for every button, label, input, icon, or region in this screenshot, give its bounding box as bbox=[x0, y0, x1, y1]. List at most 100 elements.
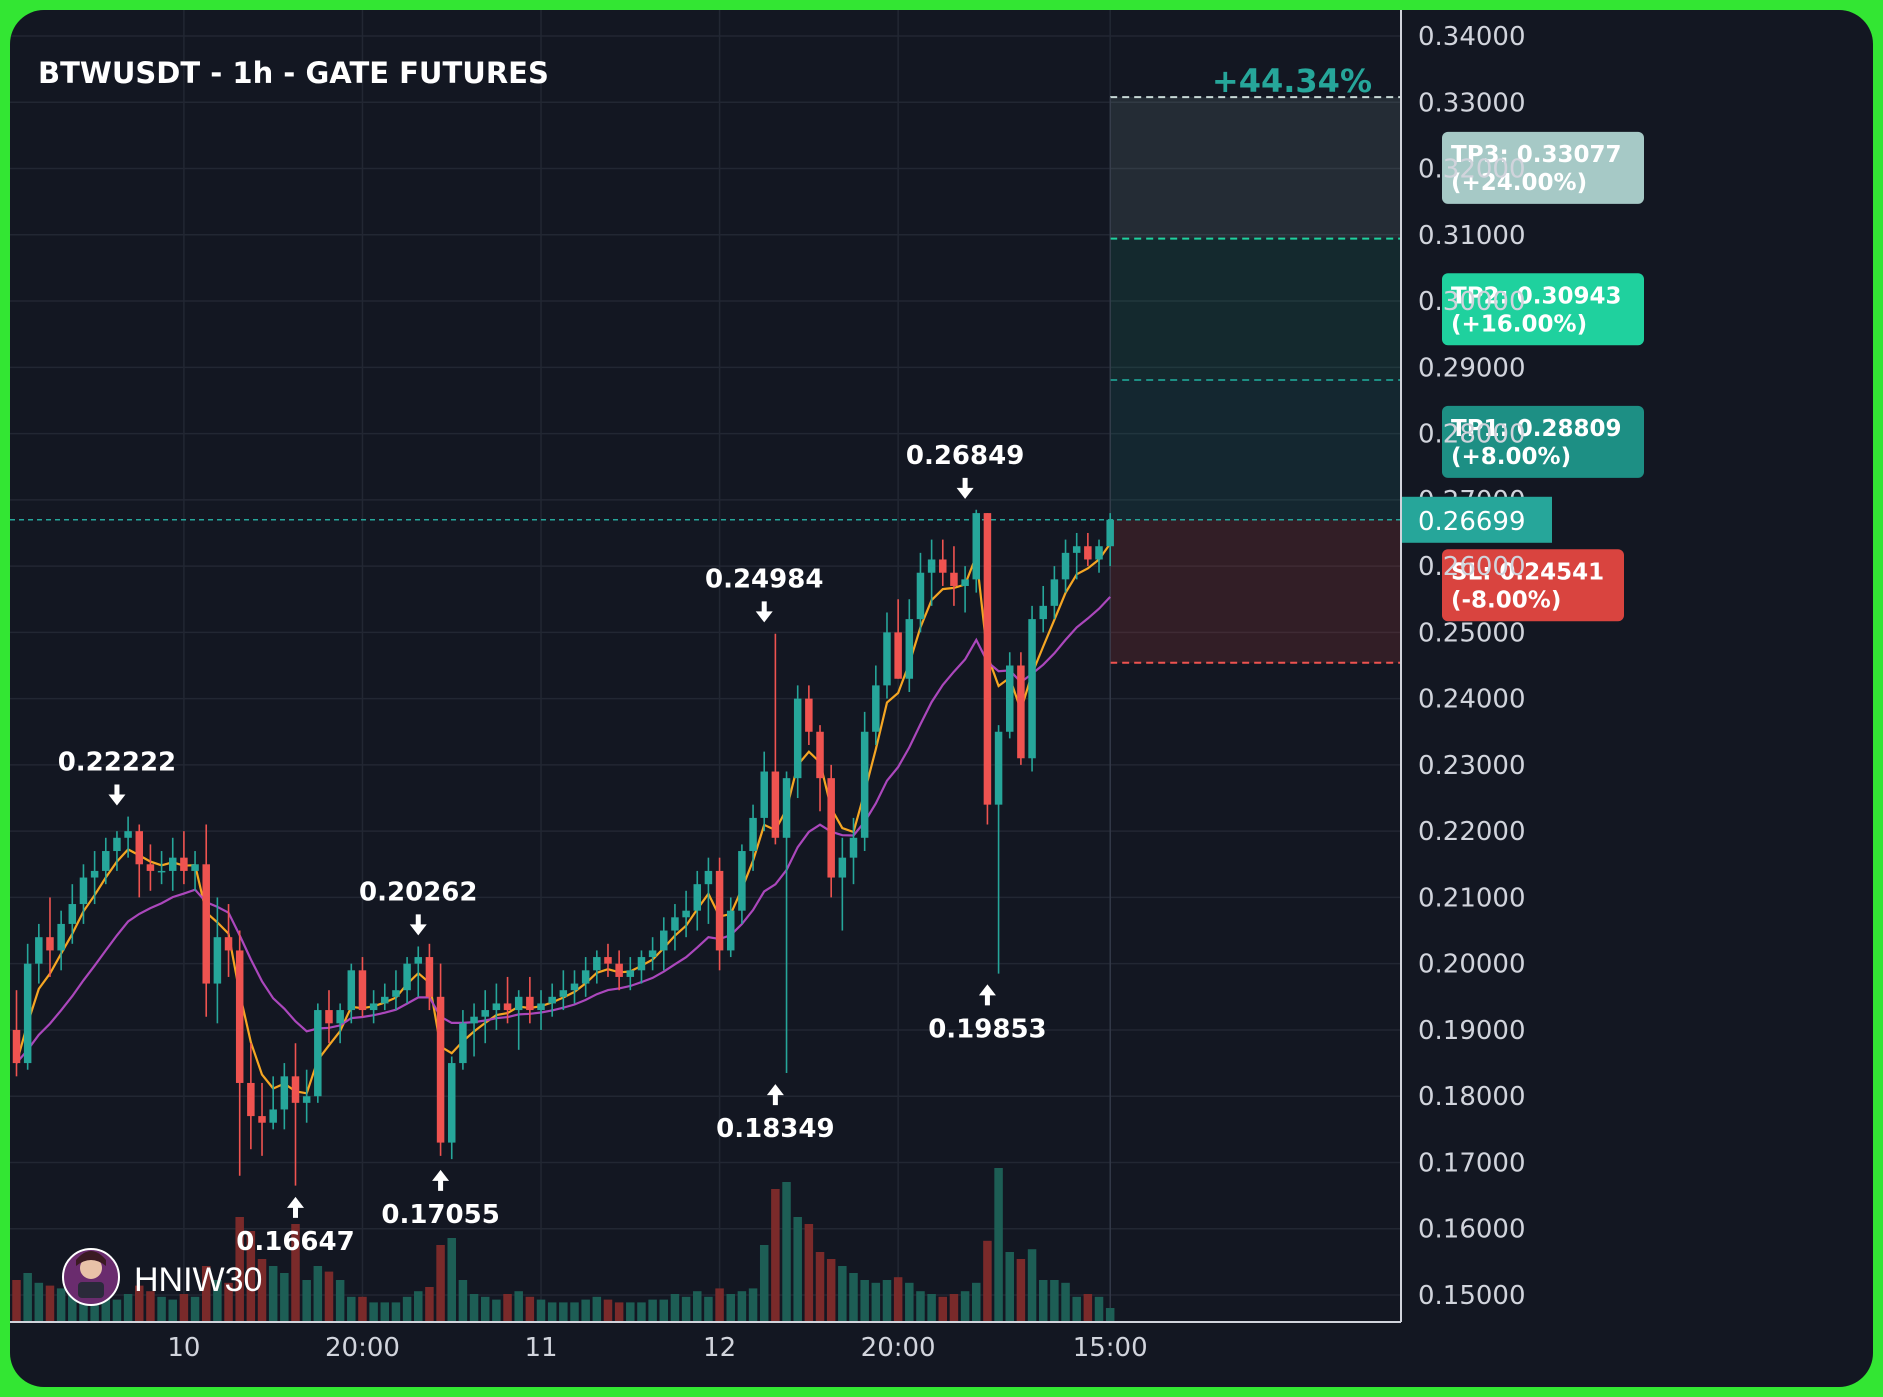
price-tick-label: 0.18000 bbox=[1418, 1082, 1526, 1112]
candle bbox=[994, 725, 1003, 974]
arrow-down-icon bbox=[409, 914, 427, 936]
volume-bar bbox=[1083, 1294, 1093, 1322]
current-price-label: 0.26699 bbox=[1418, 507, 1526, 537]
candle bbox=[548, 983, 556, 1017]
target-label-price: SL: 0.24541 bbox=[1451, 559, 1604, 585]
candle bbox=[425, 943, 434, 1011]
candle-body bbox=[325, 1010, 333, 1024]
volume-bar bbox=[157, 1296, 166, 1322]
candle bbox=[916, 552, 925, 633]
candle bbox=[905, 599, 914, 693]
candle-body bbox=[704, 870, 713, 885]
target-label-box bbox=[1442, 273, 1644, 346]
volume-bar bbox=[1105, 1308, 1115, 1322]
target-label-sl: SL: 0.24541(-8.00%) bbox=[1442, 549, 1624, 622]
volume-bar bbox=[514, 1291, 523, 1322]
candle-body bbox=[157, 870, 166, 873]
time-tick-label: 20:00 bbox=[861, 1333, 936, 1363]
annotation-label: 0.17055 bbox=[381, 1200, 499, 1230]
annotation: 0.18349 bbox=[716, 1084, 835, 1144]
price-chart[interactable]: 0.22222 0.16647 0.20262 0.17055 0.24984 0.183… bbox=[10, 10, 1873, 1387]
candle bbox=[526, 976, 534, 1024]
volume-bar bbox=[213, 1280, 222, 1322]
chart-frame: 0.22222 0.16647 0.20262 0.17055 0.24984 0.183… bbox=[10, 10, 1873, 1387]
candle bbox=[247, 1043, 255, 1150]
volume-bar bbox=[347, 1296, 356, 1322]
annotation: 0.19853 bbox=[928, 984, 1047, 1044]
candle-body bbox=[191, 864, 199, 871]
candle bbox=[682, 890, 690, 938]
arrow-down-icon bbox=[956, 477, 974, 499]
volume-bar bbox=[949, 1294, 959, 1322]
volume-bar bbox=[659, 1299, 669, 1322]
volume-bar bbox=[56, 1288, 66, 1322]
candle-body bbox=[314, 1010, 322, 1097]
volume-bar bbox=[882, 1280, 892, 1322]
candle-body bbox=[102, 851, 110, 871]
candle bbox=[581, 957, 590, 997]
candle bbox=[414, 946, 423, 997]
candle bbox=[381, 983, 389, 1011]
candle bbox=[648, 937, 657, 971]
candle bbox=[369, 990, 378, 1024]
candle-body bbox=[302, 1096, 311, 1103]
candle-body bbox=[481, 1010, 489, 1017]
price-axis: 0.34000 0.33000 0.32000 0.31000 0.30000 0.290… bbox=[1400, 10, 1552, 1322]
price-tick-label: 0.34000 bbox=[1418, 22, 1526, 52]
arrow-up-icon bbox=[766, 1084, 784, 1106]
candle bbox=[280, 1063, 289, 1130]
volume-bar bbox=[916, 1291, 925, 1322]
candle bbox=[35, 923, 43, 984]
volume-bar bbox=[559, 1302, 568, 1322]
candle-body bbox=[492, 1003, 501, 1011]
candle-body bbox=[559, 990, 568, 997]
price-tick-label: 0.30000 bbox=[1418, 287, 1526, 317]
price-tick-label: 0.33000 bbox=[1418, 88, 1526, 118]
candle bbox=[213, 897, 222, 1024]
candle bbox=[124, 816, 132, 858]
candle-body bbox=[1028, 619, 1036, 759]
candle bbox=[838, 837, 847, 931]
volume-bar bbox=[146, 1291, 155, 1322]
candle bbox=[146, 844, 155, 891]
tp1-zone bbox=[1110, 379, 1400, 520]
candle bbox=[90, 851, 99, 905]
volume-bar bbox=[112, 1299, 122, 1322]
candles bbox=[12, 509, 1114, 1186]
price-tick-label: 0.24000 bbox=[1418, 685, 1526, 715]
author-avatar[interactable] bbox=[62, 1248, 120, 1306]
candle-body bbox=[726, 910, 735, 951]
candle-body bbox=[849, 837, 858, 858]
candle-body bbox=[202, 864, 210, 984]
volume-bar bbox=[313, 1266, 323, 1322]
volume-bar bbox=[983, 1240, 992, 1322]
candle bbox=[660, 917, 668, 971]
candle bbox=[168, 837, 177, 891]
volume-bar bbox=[268, 1266, 278, 1322]
candle-body bbox=[883, 632, 891, 686]
volume-bar bbox=[135, 1285, 144, 1322]
candle bbox=[559, 970, 568, 1011]
candle-body bbox=[927, 559, 936, 573]
volume-bar bbox=[201, 1266, 211, 1322]
volume-bar bbox=[1050, 1280, 1059, 1322]
candle-body bbox=[336, 1010, 344, 1024]
volume-bar bbox=[280, 1273, 289, 1322]
candle-body bbox=[760, 771, 768, 818]
candle bbox=[481, 990, 489, 1044]
price-tick-label: 0.29000 bbox=[1418, 353, 1526, 383]
candle-body bbox=[793, 698, 802, 779]
volume-bar bbox=[972, 1282, 981, 1322]
volume-bar bbox=[737, 1291, 747, 1322]
volume-bar bbox=[871, 1282, 881, 1322]
candle-body bbox=[905, 619, 914, 679]
volume-bar bbox=[547, 1302, 557, 1322]
arrow-up-icon bbox=[287, 1196, 304, 1218]
candle-body bbox=[258, 1116, 266, 1123]
annotation-label: 0.18349 bbox=[716, 1114, 834, 1144]
candle bbox=[1084, 532, 1092, 567]
candle-body bbox=[950, 572, 958, 586]
price-tick-label: 0.31000 bbox=[1418, 221, 1526, 251]
time-tick-label: 10 bbox=[167, 1333, 200, 1363]
